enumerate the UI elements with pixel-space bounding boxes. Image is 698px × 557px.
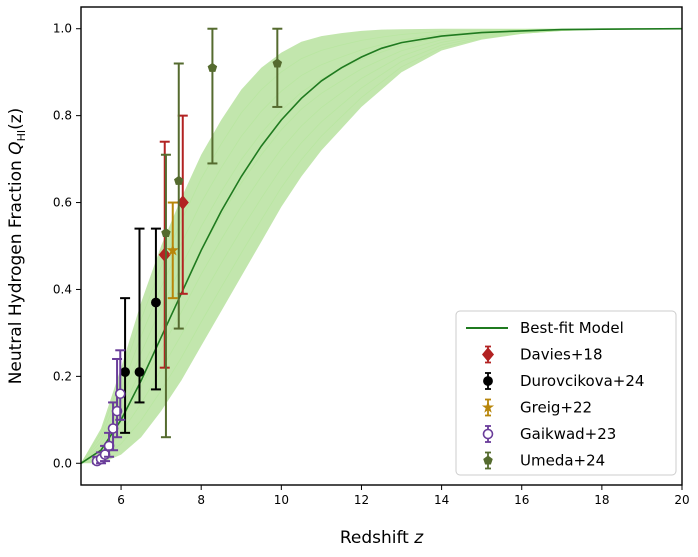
x-tick-label: 6 bbox=[117, 493, 125, 507]
legend-marker bbox=[483, 376, 493, 386]
best-fit-line bbox=[80, 27, 683, 464]
data-point bbox=[272, 58, 283, 68]
series-greig-22 bbox=[166, 201, 179, 300]
data-point bbox=[114, 388, 126, 400]
legend: Best-fit Model Davies+18 Durovcikova+24 Gre… bbox=[455, 310, 677, 476]
y-tick-label: 0.4 bbox=[53, 282, 72, 296]
series-gaikwad-23 bbox=[91, 349, 126, 467]
y-axis-label-arg: (z) bbox=[6, 108, 26, 130]
legend-entry-umeda-24: Umeda+24 bbox=[483, 452, 605, 470]
y-tick-label: 0.8 bbox=[53, 109, 72, 123]
legend-label: Davies+18 bbox=[520, 346, 603, 364]
y-axis-label-sub: HI bbox=[15, 130, 28, 142]
legend-entry-gaikwad-23: Gaikwad+23 bbox=[482, 425, 616, 443]
x-tick-label: 18 bbox=[594, 493, 609, 507]
data-point bbox=[161, 228, 171, 238]
observations-layer bbox=[91, 27, 283, 467]
x-tick-label: 16 bbox=[514, 493, 529, 507]
plot-frame bbox=[80, 6, 683, 486]
y-tick-label: 1.0 bbox=[53, 22, 72, 36]
posterior-band-area bbox=[81, 28, 682, 464]
legend-entry-greig-22: Greig+22 bbox=[481, 399, 592, 417]
y-axis-label: Neutral Hydrogen Fraction QHI(z) bbox=[6, 108, 28, 385]
legend-label: Gaikwad+23 bbox=[520, 425, 616, 443]
y-axis-label-var: Q bbox=[6, 141, 26, 154]
data-point bbox=[207, 62, 218, 72]
data-point bbox=[151, 297, 161, 308]
series-umeda-24 bbox=[160, 27, 283, 439]
x-axis-label-main: Redshift bbox=[340, 528, 414, 548]
x-tick-label: 10 bbox=[274, 493, 289, 507]
y-tick-label: 0.2 bbox=[53, 369, 72, 383]
posterior-sample-line bbox=[80, 28, 683, 464]
x-axis-label-var: z bbox=[413, 528, 424, 548]
legend-label: Umeda+24 bbox=[520, 452, 605, 470]
x-tick-label: 14 bbox=[434, 493, 449, 507]
best-fit-layer bbox=[80, 27, 683, 464]
legend-label: Best-fit Model bbox=[520, 319, 624, 337]
legend-entry-durovcikova-24: Durovcikova+24 bbox=[483, 372, 644, 390]
y-axis-label-main: Neutral Hydrogen Fraction bbox=[6, 155, 26, 385]
legend-entry-davies-18: Davies+18 bbox=[481, 346, 603, 364]
posterior-sample-line bbox=[80, 28, 683, 464]
x-tick-label: 12 bbox=[354, 493, 369, 507]
x-axis-label: Redshift z bbox=[340, 528, 424, 548]
x-tick-label: 20 bbox=[674, 493, 689, 507]
legend-label: Greig+22 bbox=[520, 399, 592, 417]
legend-label: Durovcikova+24 bbox=[520, 372, 644, 390]
posterior-sample-line bbox=[80, 28, 683, 464]
legend-marker bbox=[483, 455, 493, 465]
legend-items: Best-fit Model Davies+18 Durovcikova+24 Gre… bbox=[466, 319, 644, 470]
legend-marker bbox=[481, 401, 495, 413]
posterior-sample-line bbox=[80, 28, 683, 464]
x-axis-ticks: 6 8 10 12 14 16 18 20 bbox=[117, 485, 690, 507]
y-axis-ticks: 0.0 0.2 0.4 0.6 0.8 1.0 bbox=[53, 22, 81, 470]
data-point bbox=[174, 175, 184, 185]
data-point bbox=[166, 243, 179, 256]
series-durovcikova-24 bbox=[120, 227, 161, 434]
legend-box bbox=[455, 310, 677, 476]
legend-marker bbox=[482, 428, 494, 440]
data-point bbox=[158, 247, 171, 262]
data-point bbox=[120, 367, 130, 377]
data-point bbox=[134, 367, 145, 377]
legend-marker bbox=[481, 347, 495, 362]
x-tick-label: 8 bbox=[197, 493, 205, 507]
y-tick-label: 0.6 bbox=[53, 196, 72, 210]
legend-entry-best-fit-model: Best-fit Model bbox=[466, 319, 624, 337]
y-tick-label: 0.0 bbox=[53, 456, 72, 470]
